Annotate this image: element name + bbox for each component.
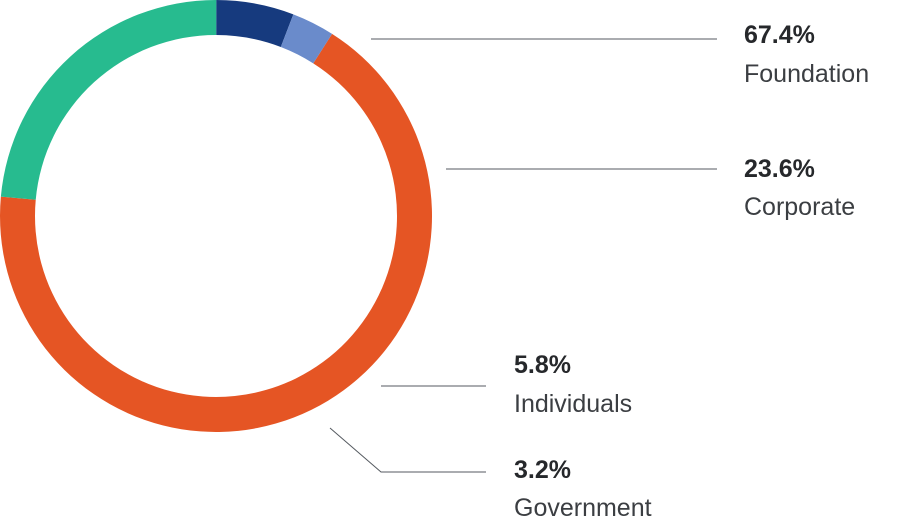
- percent-label-foundation: 67.4%: [744, 21, 815, 49]
- percent-label-government: 3.2%: [514, 456, 571, 484]
- callout-corporate: 23.6% Corporate: [744, 155, 855, 221]
- percent-label-corporate: 23.6%: [744, 155, 815, 183]
- slice-government: [280, 14, 333, 64]
- percent-label-individuals: 5.8%: [514, 351, 571, 379]
- leader-lines: [329, 38, 717, 473]
- slice-label-corporate: Corporate: [744, 193, 855, 221]
- callout-foundation: 67.4% Foundation: [744, 21, 869, 88]
- slice-label-foundation: Foundation: [744, 60, 869, 88]
- callout-government: 3.2% Government: [514, 456, 652, 522]
- slice-label-government: Government: [514, 494, 652, 522]
- callout-individuals: 5.8% Individuals: [514, 351, 632, 418]
- leader-line-government: [329, 427, 486, 473]
- slice-label-individuals: Individuals: [514, 390, 632, 418]
- slice-corporate: [0, 0, 217, 200]
- slice-individuals: [216, 0, 294, 47]
- donut-slices: [0, 0, 433, 433]
